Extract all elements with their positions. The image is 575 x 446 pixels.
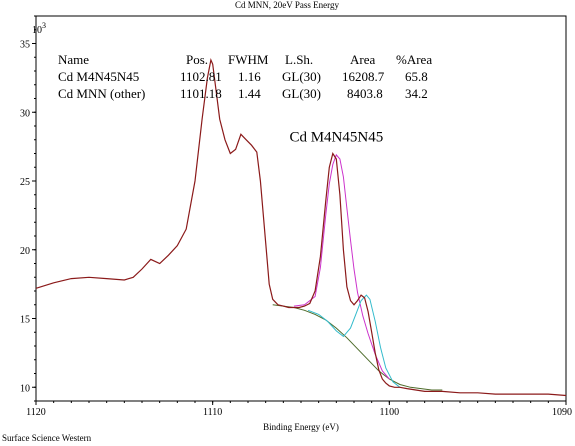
x-tick-label: 1120 [26, 407, 46, 418]
y-multiplier-base: 10 [32, 25, 42, 36]
table-header-area: Area [350, 52, 375, 67]
x-axis-title: Binding Energy (eV) [263, 422, 339, 432]
table-row-1-pct: 65.8 [405, 69, 428, 84]
table-row-1-fwhm: 1.16 [238, 69, 261, 84]
y-multiplier-exponent: 3 [42, 21, 46, 30]
table-row-2-area: 8403.8 [347, 86, 383, 101]
table-row-1-area: 16208.7 [342, 69, 385, 84]
component-line-cd-mnn-other- [307, 294, 401, 388]
chart-title: Cd MNN, 20eV Pass Energy [235, 0, 339, 10]
table-header-pctarea: %Area [396, 52, 432, 67]
y-multiplier-label: 103 [32, 21, 46, 36]
y-tick-label: 30 [20, 108, 30, 119]
fit-table: Name Pos. FWHM L.Sh. Area %Area Cd M4N45… [58, 52, 432, 101]
table-row-2-name: Cd MNN (other) [58, 86, 145, 101]
table-row-2-pos: 1101.18 [180, 86, 222, 101]
series-group [35, 58, 567, 397]
table-row-1-lsh: GL(30) [282, 69, 321, 84]
table-header-pos: Pos. [186, 52, 208, 67]
x-tick-label: 1110 [203, 407, 222, 418]
x-tick-label: 1090 [552, 407, 572, 418]
y-tick-label: 25 [20, 177, 30, 188]
component-line-cd-m4n45n45 [293, 153, 390, 380]
table-row-1-name: Cd M4N45N45 [58, 69, 139, 84]
background-line [272, 304, 443, 391]
table-header-name: Name [58, 52, 89, 67]
axis-ticks: 1120 1110 1100 1090 10 15 20 25 30 35 [20, 15, 572, 418]
y-tick-label: 20 [20, 246, 30, 257]
table-header-fwhm: FWHM [228, 52, 269, 67]
footer-label: Surface Science Western [2, 433, 92, 443]
table-row-2-pct: 34.2 [405, 86, 428, 101]
table-row-1-pos: 1102.81 [180, 69, 222, 84]
table-row-2-fwhm: 1.44 [238, 86, 261, 101]
y-tick-label: 35 [20, 40, 30, 51]
table-row-2-lsh: GL(30) [282, 86, 321, 101]
peak-annotation: Cd M4N45N45 [289, 130, 383, 146]
table-header-lsh: L.Sh. [285, 52, 313, 67]
y-tick-label: 15 [20, 315, 30, 326]
x-tick-label: 1100 [380, 407, 400, 418]
y-tick-label: 10 [20, 383, 30, 394]
spectrum-line [35, 58, 567, 397]
